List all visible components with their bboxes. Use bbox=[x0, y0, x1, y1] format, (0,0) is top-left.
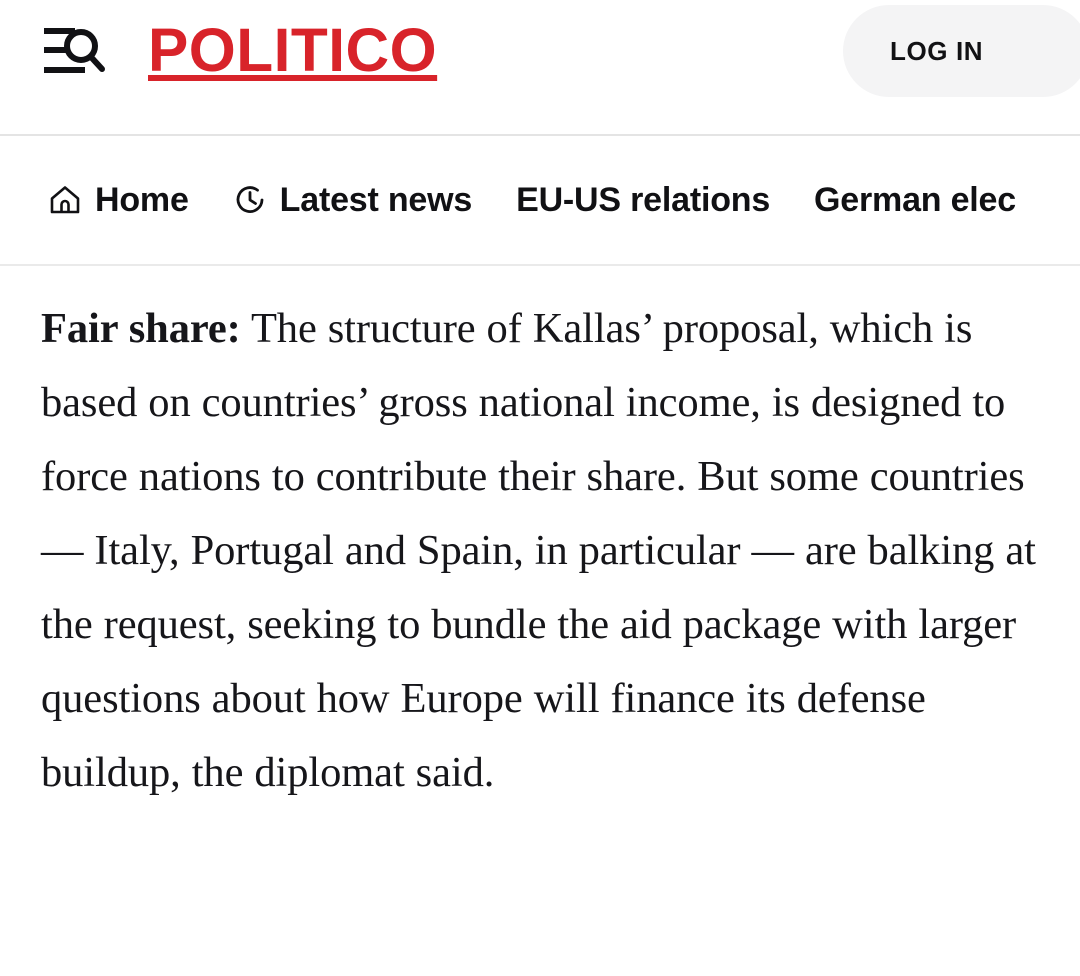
paragraph-lede: Fair share: bbox=[41, 305, 241, 352]
menu-search-icon bbox=[41, 22, 109, 80]
nav-label-german-election: German elec bbox=[814, 180, 1016, 219]
nav-item-home[interactable]: Home bbox=[48, 181, 189, 220]
menu-search-button[interactable] bbox=[41, 22, 109, 80]
nav-item-german-election[interactable]: German elec bbox=[814, 181, 1016, 220]
nav-item-eu-us-relations[interactable]: EU-US relations bbox=[516, 181, 770, 220]
nav-label-home: Home bbox=[95, 180, 189, 219]
section-nav: Home Latest news EU-US relations German … bbox=[0, 136, 1080, 266]
site-masthead: POLITICO LOG IN bbox=[0, 0, 1080, 136]
clock-icon bbox=[233, 183, 267, 217]
login-button[interactable]: LOG IN bbox=[843, 5, 1080, 97]
home-icon bbox=[48, 183, 82, 217]
nav-label-latest-news: Latest news bbox=[279, 180, 473, 219]
nav-label-eu-us-relations: EU-US relations bbox=[516, 180, 771, 219]
article-paragraph: Fair share: The structure of Kallas’ pro… bbox=[41, 292, 1040, 810]
nav-item-latest-news[interactable]: Latest news bbox=[233, 181, 472, 220]
article-body: Fair share: The structure of Kallas’ pro… bbox=[0, 266, 1080, 810]
paragraph-text: The structure of Kallas’ proposal, which… bbox=[41, 305, 1036, 796]
politico-logo[interactable]: POLITICO bbox=[148, 15, 438, 84]
